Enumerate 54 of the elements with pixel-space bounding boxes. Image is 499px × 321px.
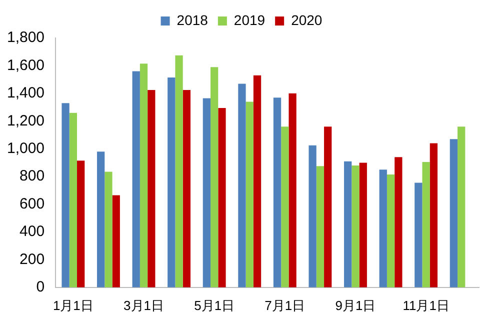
bar	[202, 98, 211, 288]
bar	[175, 55, 183, 288]
bar	[148, 90, 156, 288]
x-tick-label: 3月1日	[124, 298, 164, 313]
y-tick-label: 200	[20, 250, 45, 268]
bar	[104, 172, 112, 288]
bar	[210, 67, 218, 288]
bar	[379, 170, 387, 288]
bar	[69, 112, 78, 288]
bar	[288, 93, 296, 288]
bar	[458, 126, 466, 288]
bar	[316, 166, 324, 288]
bar	[352, 165, 360, 288]
y-tick-label: 600	[20, 195, 45, 212]
bar	[112, 195, 120, 288]
x-tick-label: 11月1日	[402, 298, 450, 313]
bar	[324, 126, 332, 288]
bar	[386, 174, 395, 288]
bar	[359, 162, 367, 288]
legend-label: 2019	[234, 12, 266, 28]
legend-label: 2018	[176, 12, 208, 28]
bar	[414, 182, 422, 288]
bar	[132, 71, 140, 288]
bar	[246, 102, 254, 288]
bar	[422, 162, 430, 288]
bar	[308, 145, 316, 288]
bar	[168, 77, 176, 288]
x-tick-label: 9月1日	[335, 298, 376, 313]
y-tick-label: 1,000	[6, 140, 45, 157]
bar	[281, 126, 289, 288]
y-tick-label: 1,800	[6, 29, 45, 46]
x-tick-label: 7月1日	[264, 298, 306, 313]
x-tick-label: 1月1日	[52, 298, 94, 313]
bar	[450, 139, 458, 288]
bar	[62, 103, 70, 288]
y-tick-label: 1,200	[6, 112, 45, 130]
bar	[238, 84, 246, 288]
bar	[218, 108, 226, 288]
bar	[344, 161, 352, 288]
bar	[430, 143, 438, 288]
x-tick-label: 5月1日	[194, 298, 235, 313]
bar	[394, 157, 402, 288]
bar	[77, 160, 85, 288]
bar	[182, 90, 191, 288]
y-tick-label: 1,400	[6, 84, 45, 102]
bar	[273, 98, 282, 288]
legend-label: 2020	[291, 12, 322, 28]
bar	[140, 64, 148, 288]
y-tick-label: 800	[20, 168, 45, 185]
y-tick-label: 1,600	[6, 56, 45, 74]
y-tick-label: 400	[20, 223, 45, 240]
y-tick-label: 0	[36, 278, 45, 296]
bar	[253, 75, 262, 288]
bar	[97, 152, 105, 288]
